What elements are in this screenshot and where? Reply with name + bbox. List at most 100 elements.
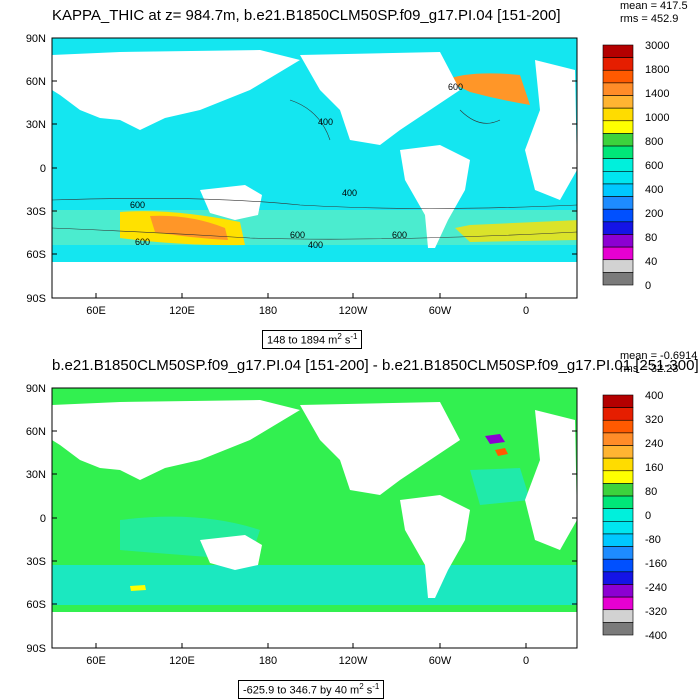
colorbar-swatch [602, 521, 634, 535]
lat-tick: 90N [26, 383, 46, 395]
colorbar-swatch [602, 272, 634, 286]
colorbar-label: 400 [645, 390, 663, 402]
lon-tick: 60W [429, 305, 452, 317]
southern-band [52, 565, 577, 605]
contour-label: 600 [130, 200, 145, 210]
colorbar-label: -400 [645, 630, 667, 642]
contour-line [52, 227, 577, 240]
colorbar-swatch [602, 457, 634, 472]
land-masses [52, 50, 577, 298]
north-atlantic-hotspot [445, 73, 530, 105]
colorbar-label: 1000 [645, 112, 669, 124]
colorbar-swatch [602, 57, 634, 71]
range-unit-sup: 2 [337, 332, 342, 341]
contour-label: 600 [135, 237, 150, 247]
lon-tick: 180 [259, 655, 277, 667]
landmass-antarctica [52, 262, 577, 298]
colorbar-swatch [602, 208, 634, 223]
colorbar-swatch [602, 483, 634, 497]
lon-tick: 0 [523, 655, 529, 667]
lat-tick: 30S [26, 206, 46, 218]
contour-line [459, 109, 501, 124]
rms-value: rms = 452.9 [620, 13, 679, 25]
contour-label: 600 [392, 230, 407, 240]
colorbar-swatch [602, 495, 634, 509]
lat-axis: 90N 60N 30N 0 30S 60S 90S [26, 33, 46, 305]
atlantic-hotspot [455, 220, 577, 242]
colorbar-swatch [602, 234, 634, 248]
colorbar-swatch [602, 183, 634, 197]
contour-lines [52, 99, 577, 240]
lat-tick: 60S [26, 249, 46, 261]
colorbar-label: -80 [645, 534, 661, 546]
colorbar-swatch [602, 107, 634, 122]
colorbar-swatch [602, 69, 634, 84]
contour-labels: 400 600 400 600 400 600 600 600 [130, 82, 463, 250]
colorbar-swatch [602, 571, 634, 585]
mean-value: mean = 417.5 [620, 0, 688, 12]
southern-hotspot-core [150, 215, 228, 240]
landmass-africa [525, 60, 577, 200]
map-figure: 90N 60N 30N 0 30S 60S 90S 60E 120E 180 1… [26, 383, 667, 667]
contour-line [52, 198, 577, 209]
colorbar-label: 0 [645, 280, 651, 292]
range-label: 148 to 1894 m2 s-1 [262, 330, 363, 349]
colorbar-swatch [602, 133, 634, 147]
colorbar-swatch [602, 622, 634, 636]
colorbar-label: 200 [645, 208, 663, 220]
landmass-eurasia [52, 50, 300, 130]
colorbar-label: 240 [645, 438, 663, 450]
colorbar-swatch [602, 221, 634, 235]
colorbar-swatch [602, 145, 634, 159]
colorbar-label: 600 [645, 160, 663, 172]
range-label: -625.9 to 346.7 by 40 m2 s-1 [238, 680, 385, 699]
colorbar-swatch [602, 533, 634, 547]
lat-tick: 60N [26, 426, 46, 438]
colorbar-swatch [602, 558, 634, 573]
colorbar-label: 800 [645, 136, 663, 148]
map-field [52, 38, 577, 298]
map-figure: 400 600 400 600 400 600 600 600 90N 60N … [26, 33, 670, 317]
lat-tick: 0 [40, 513, 46, 525]
colorbar-swatch [602, 158, 634, 172]
colorbar-swatch [602, 508, 634, 522]
range-text: 148 to 1894 m [267, 334, 338, 347]
colorbar-label: 3000 [645, 40, 669, 52]
colorbar-swatch [602, 546, 634, 560]
colorbar-swatch [602, 596, 634, 611]
map-panel-bottom: b.e21.B1850CLM50SP.f09_g17.PI.04 [151-20… [0, 350, 700, 700]
lat-tick: 30N [26, 119, 46, 131]
map-stats: mean = -0.6914 rms = 32.23 [620, 350, 697, 376]
colorbar-label: 40 [645, 256, 657, 268]
range-unit-sup: 2 [359, 682, 364, 691]
lat-axis: 90N 60N 30N 0 30S 60S 90S [26, 383, 46, 655]
lat-tick: 90S [26, 643, 46, 655]
contour-label: 400 [308, 240, 323, 250]
lon-axis: 60E 120E 180 120W 60W 0 [86, 655, 529, 667]
range-suffix-sup: -1 [350, 332, 358, 341]
contour-label: 600 [448, 82, 463, 92]
lon-axis: 60E 120E 180 120W 60W 0 [86, 305, 529, 317]
colorbar-swatch [602, 609, 634, 623]
lat-tick: 60S [26, 599, 46, 611]
range-suffix: s [341, 334, 351, 347]
colorbar-label: 160 [645, 462, 663, 474]
atlantic-patch [470, 468, 530, 505]
map-stats: mean = 417.5 rms = 452.9 [620, 0, 688, 26]
colorbar-swatch [602, 95, 634, 109]
lat-tick: 0 [40, 163, 46, 175]
tick-marks [52, 37, 577, 298]
lon-tick: 60W [429, 655, 452, 667]
range-text: -625.9 to 346.7 by 40 m [243, 684, 360, 697]
rms-value: rms = 32.23 [620, 363, 679, 375]
colorbar-swatch [602, 171, 634, 185]
colorbar-swatch [602, 196, 634, 210]
landmass-south-america [400, 495, 470, 598]
lon-tick: 180 [259, 305, 277, 317]
colorbar-label: 320 [645, 414, 663, 426]
contour-line [289, 99, 331, 141]
colorbar-label: 1400 [645, 88, 669, 100]
landmass-australia [200, 185, 262, 220]
colorbar-swatch [602, 394, 634, 408]
